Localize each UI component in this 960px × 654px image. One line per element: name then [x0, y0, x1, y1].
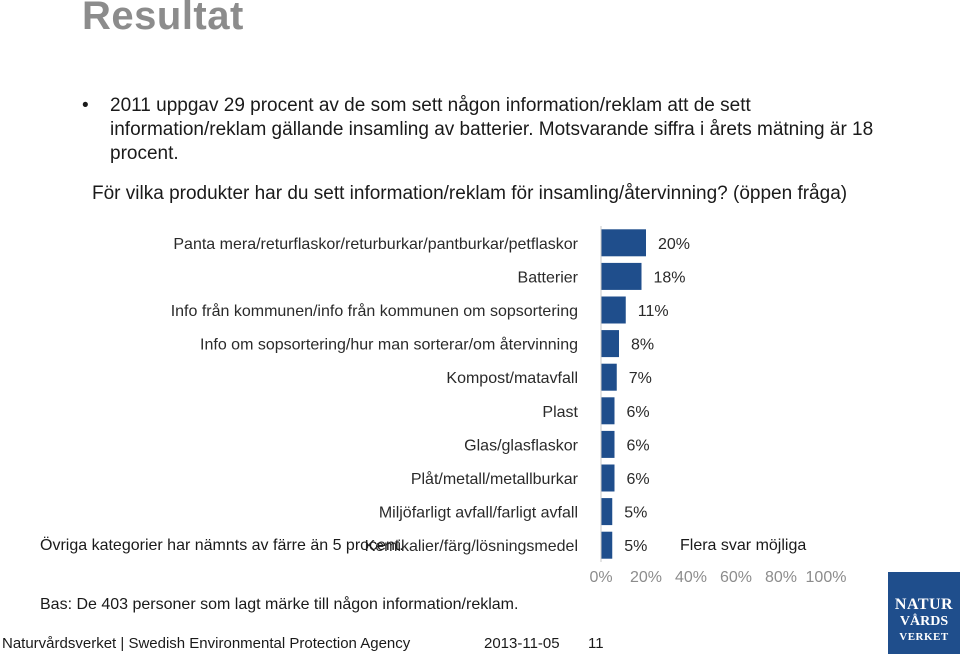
- bullet-text: 2011 uppgav 29 procent av de som sett nå…: [110, 95, 874, 164]
- survey-question: För vilka produkter har du sett informat…: [92, 183, 848, 204]
- x-tick-label: 0%: [589, 569, 612, 586]
- bullet-dot: •: [82, 95, 89, 116]
- chart-layer: Panta mera/returflaskor/returburkar/pant…: [171, 226, 847, 586]
- footer-organization: Naturvårdsverket | Swedish Environmental…: [2, 635, 411, 652]
- category-label: Glas/glasflaskor: [464, 437, 578, 454]
- x-tick-label: 20%: [630, 569, 662, 586]
- logo-line-3: VERKET: [899, 631, 949, 643]
- multiple-answers-note: Flera svar möjliga: [680, 537, 807, 554]
- x-tick-label: 60%: [720, 569, 752, 586]
- data-label: 8%: [631, 337, 654, 354]
- logo-line-1: NATUR: [894, 596, 954, 613]
- page-title: Resultat: [82, 0, 244, 38]
- category-label: Panta mera/returflaskor/returburkar/pant…: [173, 236, 578, 253]
- logo-line-2: VÅRDS: [899, 614, 949, 629]
- x-tick-label: 40%: [675, 569, 707, 586]
- category-label: Info om sopsortering/hur man sorterar/om…: [200, 336, 578, 354]
- data-label: 7%: [629, 370, 652, 387]
- bar: [601, 531, 613, 559]
- data-label: 5%: [624, 505, 647, 522]
- category-label: Kompost/matavfall: [446, 370, 578, 387]
- bar: [601, 229, 646, 257]
- bar: [601, 498, 613, 526]
- bullet-item: • 2011 uppgav 29 procent av de som sett …: [82, 94, 882, 166]
- category-label: Info från kommunen/info från kommunen om…: [171, 302, 578, 320]
- bar: [601, 330, 619, 358]
- x-tick-label: 100%: [806, 569, 847, 586]
- data-label: 11%: [638, 303, 669, 320]
- bullet-list: • 2011 uppgav 29 procent av de som sett …: [82, 94, 882, 166]
- data-label: 5%: [624, 538, 647, 555]
- bar: [601, 397, 615, 425]
- bar: [601, 430, 615, 458]
- category-label: Plast: [542, 404, 578, 421]
- category-label: Kemikalier/färg/lösningsmedel: [365, 538, 578, 555]
- footer-date: 2013-11-05: [484, 635, 560, 652]
- data-label: 20%: [658, 236, 690, 253]
- footer-page-number: 11: [588, 635, 604, 652]
- bar: [601, 363, 617, 391]
- data-label: 6%: [627, 404, 650, 421]
- data-label: 6%: [627, 471, 650, 488]
- bar: [601, 464, 615, 492]
- category-label: Miljöfarligt avfall/farligt avfall: [379, 505, 578, 522]
- x-tick-label: 80%: [765, 569, 797, 586]
- category-label: Plåt/metall/metallburkar: [411, 470, 579, 488]
- category-label: Batterier: [518, 269, 579, 286]
- naturvardsverket-logo: NATUR VÅRDS VERKET: [888, 572, 960, 654]
- data-label: 6%: [627, 437, 650, 454]
- data-label: 18%: [654, 269, 686, 286]
- bar: [601, 262, 642, 290]
- other-categories-note: Övriga kategorier har nämnts av färre än…: [40, 537, 404, 554]
- bar: [601, 296, 626, 324]
- base-note: Bas: De 403 personer som lagt märke till…: [40, 596, 519, 613]
